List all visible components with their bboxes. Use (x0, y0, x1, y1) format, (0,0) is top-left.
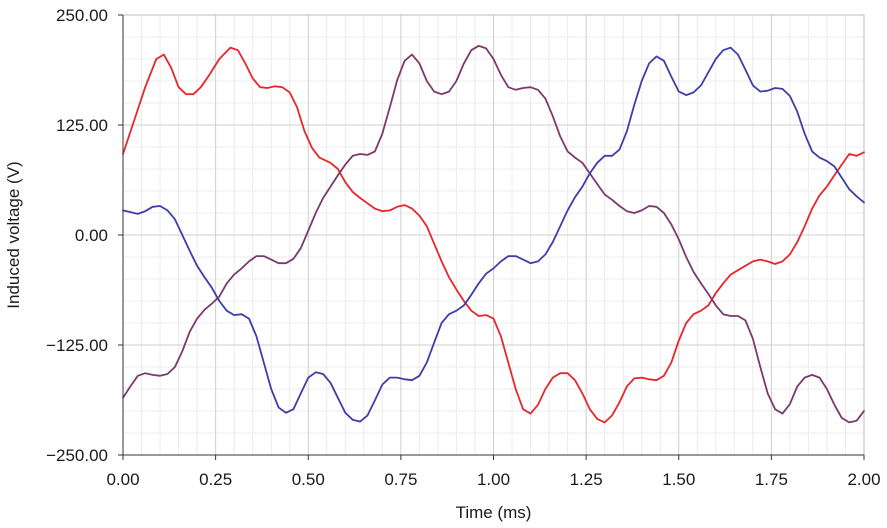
x-tick-label: 1.00 (477, 470, 510, 489)
y-tick-label: 125.00 (56, 116, 108, 135)
series-line-3 (122, 46, 865, 423)
y-tick-label: −125.00 (46, 336, 108, 355)
x-tick-label: 1.75 (755, 470, 788, 489)
x-tick-labels: 0.00 0.25 0.50 0.75 1.00 1.25 1.50 1.75 2.00 (106, 470, 880, 489)
x-axis-title: Time (ms) (456, 503, 532, 522)
x-tick-label: 2.00 (847, 470, 880, 489)
y-tick-labels: 250.00 125.00 0.00 −125.00 −250.00 (46, 6, 108, 465)
y-tick-label: −250.00 (46, 446, 108, 465)
series-line-1 (122, 46, 865, 424)
y-axis-title: Induced voltage (V) (4, 161, 23, 308)
x-tick-label: 0.25 (199, 470, 232, 489)
x-tick-label: 0.75 (384, 470, 417, 489)
axes (118, 14, 865, 460)
x-tick-label: 0.50 (292, 470, 325, 489)
x-tick-label: 1.50 (662, 470, 695, 489)
x-tick-label: 1.25 (570, 470, 603, 489)
x-tick-label: 0.00 (106, 470, 139, 489)
y-tick-label: 0.00 (75, 226, 108, 245)
series-layer (122, 44, 865, 424)
y-tick-label: 250.00 (56, 6, 108, 25)
series-line-2 (122, 44, 865, 424)
